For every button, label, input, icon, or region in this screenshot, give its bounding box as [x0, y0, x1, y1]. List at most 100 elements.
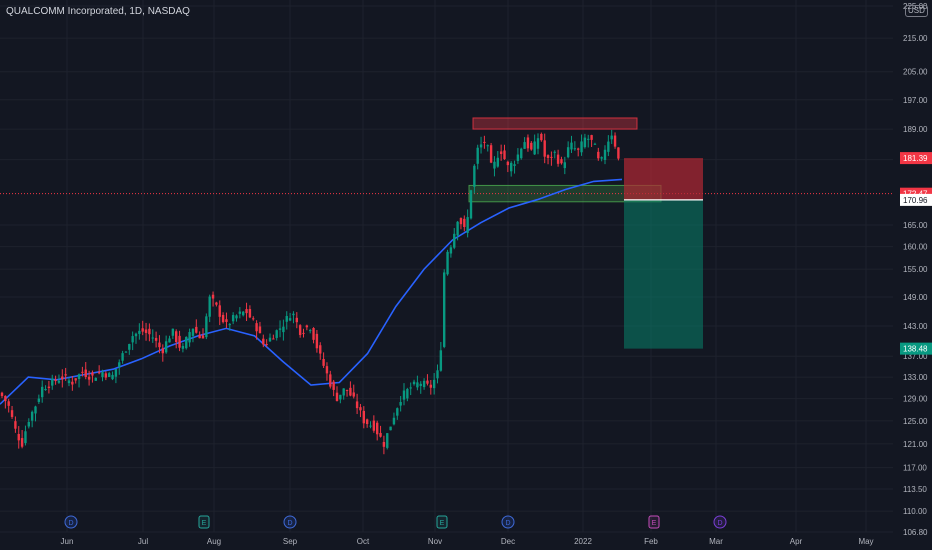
candle-body [164, 341, 168, 353]
candle-body [4, 395, 7, 402]
candle-body [111, 374, 114, 380]
candle-body [339, 394, 342, 400]
candle-body [570, 142, 573, 150]
candle-body [476, 147, 479, 164]
earnings-marker[interactable] [648, 515, 660, 529]
candle-body [205, 316, 208, 338]
candle-body [345, 389, 349, 391]
candle-body [121, 353, 124, 361]
y-tick-label: 160.00 [903, 243, 928, 252]
candle-body [319, 345, 322, 354]
candle-body [128, 343, 131, 350]
candle-body [255, 323, 258, 332]
candle-body [523, 142, 526, 149]
price-tag-label: 181.39 [903, 154, 928, 163]
candle-body [546, 155, 550, 159]
candle-body [496, 157, 499, 167]
candle-body [466, 217, 469, 233]
candle-body [87, 376, 91, 380]
candle-body [298, 325, 302, 335]
y-tick-label: 143.00 [903, 322, 928, 331]
candle-body [376, 422, 379, 435]
candle-body [17, 433, 20, 441]
candle-body [54, 379, 57, 382]
candle-body [238, 311, 242, 314]
dividend-marker[interactable] [501, 515, 515, 529]
candle-body [30, 411, 34, 421]
candle-body [332, 381, 335, 390]
candle-body [221, 314, 225, 323]
candle-body [506, 161, 510, 166]
candle-body [191, 328, 195, 336]
candle-body [228, 324, 231, 326]
take-profit-area[interactable] [624, 199, 703, 349]
candle-body [44, 389, 47, 391]
candle-body [51, 378, 54, 386]
event-marker-label: E [652, 520, 657, 527]
candle-body [369, 425, 372, 427]
candle-body [489, 145, 493, 163]
earnings-marker[interactable] [198, 515, 210, 529]
y-tick-label: 149.00 [903, 293, 928, 302]
dividend-marker[interactable] [64, 515, 78, 529]
candle-body [436, 370, 439, 379]
candle-body [41, 386, 44, 398]
candle-body [469, 190, 473, 219]
y-tick-label: 110.00 [903, 507, 927, 516]
candle-body [312, 328, 315, 340]
candle-body [556, 154, 560, 164]
stop-loss-area[interactable] [624, 158, 703, 200]
candle-body [439, 350, 443, 371]
price-tag-label: 138.48 [903, 345, 928, 354]
candle-body [503, 150, 506, 160]
candle-body [0, 392, 4, 397]
x-tick-label: May [858, 537, 873, 546]
candle-body [577, 148, 580, 150]
candle-body [268, 337, 272, 342]
event-marker-label: D [717, 520, 722, 527]
candle-body [71, 381, 74, 385]
candle-body [459, 218, 463, 225]
candle-body [359, 407, 362, 411]
candle-body [141, 328, 144, 332]
x-tick-label: Jul [138, 537, 148, 546]
event-marker-label: D [505, 520, 510, 527]
candle-body [510, 162, 513, 172]
candle-body [14, 421, 17, 429]
dividend-marker[interactable] [713, 515, 727, 529]
candle-body [349, 387, 352, 396]
y-tick-label: 165.00 [903, 221, 928, 230]
event-marker-label: E [440, 520, 445, 527]
price-tag [900, 152, 932, 165]
currency-badge[interactable]: USD [905, 5, 928, 17]
candle-body [389, 426, 392, 431]
y-tick-label: 121.00 [903, 440, 928, 449]
candle-body [278, 328, 282, 330]
candle-body [272, 338, 275, 340]
dividend-marker[interactable] [283, 515, 297, 529]
candle-body [563, 162, 566, 169]
candle-body [81, 371, 84, 373]
candle-body [305, 325, 309, 328]
candle-body [242, 311, 245, 316]
candle-body [429, 384, 432, 388]
price-tag [900, 193, 932, 206]
event-marker-label: E [202, 520, 207, 527]
resistance-zone[interactable] [472, 117, 638, 130]
candle-body [463, 218, 466, 228]
candle-body [566, 147, 570, 158]
candle-body [252, 318, 255, 320]
candle-body [231, 315, 235, 322]
candle-body [412, 381, 416, 385]
candle-body [607, 141, 610, 152]
candle-body [483, 141, 486, 143]
candle-body [292, 313, 295, 316]
candle-body [198, 334, 201, 339]
earnings-marker[interactable] [436, 515, 448, 529]
candle-body [158, 342, 161, 348]
candle-body [573, 148, 577, 150]
candle-body [372, 420, 376, 431]
candle-body [603, 149, 607, 160]
